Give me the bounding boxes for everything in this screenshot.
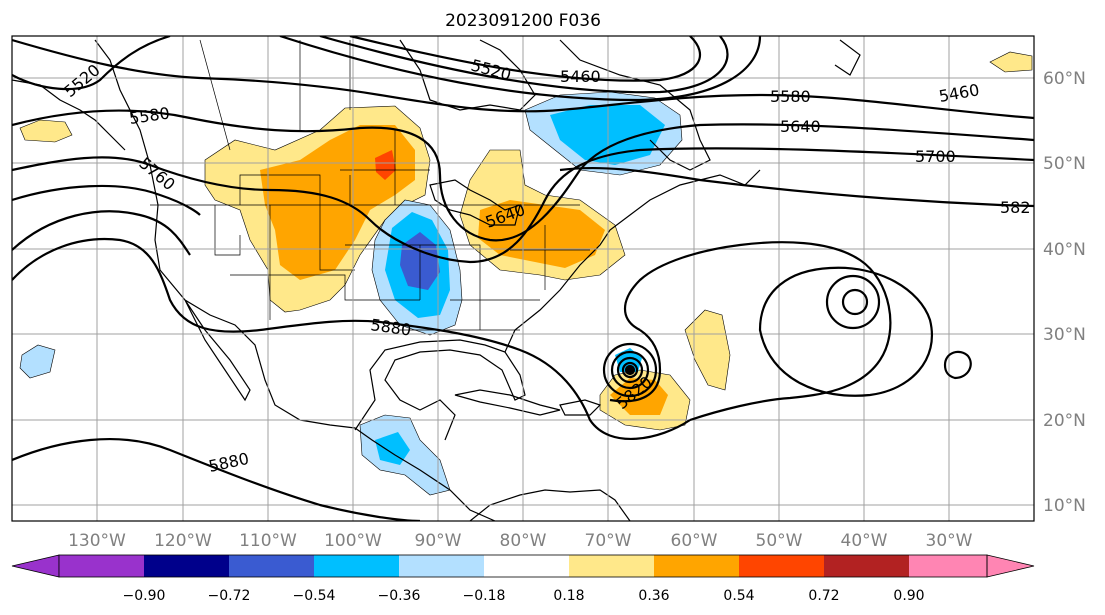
colorbar-bin (59, 555, 144, 577)
contour-5640-trough (12, 109, 1034, 242)
hurricane-ring-3 (616, 356, 644, 384)
south-america-outline (469, 489, 631, 521)
cuba-outline (454, 389, 561, 416)
lon-label: 80°W (500, 531, 547, 551)
hurricane-ring-4 (621, 361, 639, 379)
lon-label: 40°W (841, 531, 888, 551)
contour-5820-west (12, 210, 191, 256)
lon-label: 130°W (68, 531, 126, 551)
colorbar-tick: 0.18 (553, 588, 584, 604)
contour-label-5700-east: 5700 (915, 147, 956, 166)
contour-5760 (12, 184, 201, 216)
colorbar-bin (399, 555, 484, 577)
colorbar-frame (58, 554, 988, 578)
colorbar-tick: −0.36 (378, 588, 421, 604)
lon-label: 50°W (756, 531, 803, 551)
lon-label: 60°W (671, 531, 718, 551)
positive-anomaly-pacific-nw (19, 119, 73, 143)
political-borders (150, 39, 590, 331)
colorbar-bin (229, 555, 314, 577)
colorbar-over-arrow (986, 554, 1035, 578)
greenland-outline (834, 39, 861, 76)
lon-label: 110°W (239, 531, 297, 551)
contour-subtropical-high (758, 266, 933, 397)
contour-small-high-east (943, 350, 972, 380)
colorbar-bin (569, 555, 654, 577)
contour-high-center-inner (841, 288, 869, 316)
colorbar-tick: 0.72 (808, 588, 839, 604)
lon-label: 100°W (324, 531, 382, 551)
colorbar-bin (144, 555, 229, 577)
colorbar-tick: 0.90 (893, 588, 924, 604)
lat-label: 10°N (1043, 496, 1086, 516)
lon-label: 120°W (154, 531, 212, 551)
lat-label: 40°N (1043, 240, 1086, 260)
colorbar-bin (739, 555, 824, 577)
contour-5880-south (12, 437, 421, 521)
colorbar-bin (484, 555, 569, 577)
latitude-labels: 60°N 50°N 40°N 30°N 20°N 10°N (1043, 69, 1086, 516)
baja-outline (184, 299, 251, 402)
colorbar-tick: 0.36 (638, 588, 669, 604)
east-coast-outline (504, 169, 761, 353)
negative-anomaly-central-america-core (375, 432, 410, 465)
colorbar-bin (654, 555, 739, 577)
colorbar-tick: −0.72 (208, 588, 251, 604)
lat-label: 60°N (1043, 69, 1086, 89)
positive-anomaly-east-atlantic (684, 309, 731, 391)
contour-5700 (12, 147, 1034, 264)
positive-anomaly-far-east (989, 51, 1033, 73)
hurricane-ring-2 (610, 350, 650, 390)
colorbar-bin (824, 555, 909, 577)
colorbar-tick: −0.54 (293, 588, 336, 604)
lon-label: 70°W (585, 531, 632, 551)
height-contours (12, 36, 1034, 521)
negative-anomaly-east-pacific (19, 344, 56, 379)
map-title: 2023091200 F036 (445, 11, 601, 31)
colorbar-bin (314, 555, 399, 577)
lat-label: 30°N (1043, 325, 1086, 345)
contour-arc-top (349, 36, 701, 82)
gulf-coast-outline (354, 339, 526, 441)
colorbar-tick: −0.90 (123, 588, 166, 604)
colorbar: −0.90 −0.72 −0.54 −0.36 −0.18 0.18 0.36 … (11, 554, 1035, 604)
contour-high-center-outer (825, 274, 881, 330)
west-coast-outline (94, 39, 496, 521)
coastlines (12, 39, 861, 521)
hurricane-ring-1 (602, 342, 658, 398)
contour-5880-main (12, 238, 691, 440)
lat-label: 20°N (1043, 411, 1086, 431)
contour-5520-alaska (12, 36, 171, 91)
longitude-labels: 130°W 120°W 110°W 100°W 90°W 80°W 70°W 6… (68, 531, 973, 551)
lat-label: 50°N (1043, 154, 1086, 174)
hurricane-eye (624, 364, 636, 376)
contour-5580-north (12, 38, 1034, 120)
anomaly-shading (19, 51, 1033, 496)
lon-label: 90°W (415, 531, 462, 551)
colorbar-under-arrow (11, 554, 60, 578)
lon-label: 30°W (926, 531, 973, 551)
contour-5820-atlantic (609, 329, 662, 403)
map-frame (11, 35, 1035, 522)
contour-ridge-atlantic (624, 241, 892, 422)
colorbar-bin (909, 555, 987, 577)
hudson-bay-outline (399, 39, 536, 111)
contour-5820-east (559, 166, 1034, 208)
contour-label-5580-east: 5580 (770, 87, 811, 106)
colorbar-tick: 0.54 (723, 588, 754, 604)
colorbar-tick: −0.18 (463, 588, 506, 604)
positive-anomaly-ohio-core (478, 200, 605, 268)
contour-label-5640-east: 5640 (780, 117, 821, 136)
positive-anomaly-west-peak (375, 150, 396, 180)
contour-label-582-edge: 582 (1000, 198, 1031, 217)
contour-label-5460-north: 5460 (560, 67, 601, 86)
graticule (12, 36, 1034, 521)
